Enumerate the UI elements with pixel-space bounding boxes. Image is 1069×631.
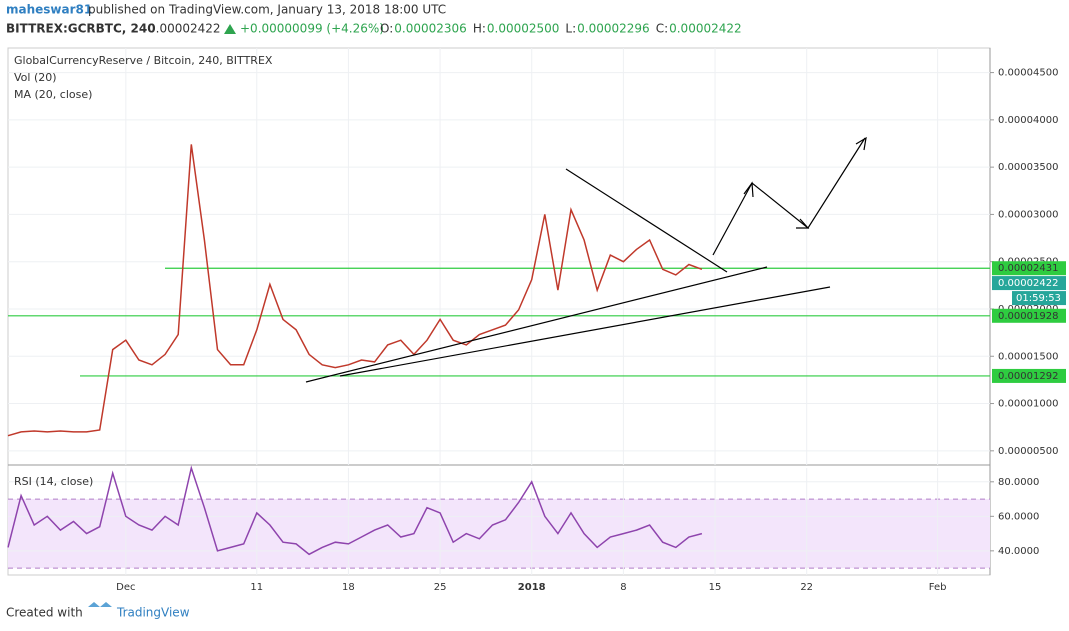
created-with: Created with [6,606,83,620]
price-line [7,144,703,437]
x-tick-label: 18 [342,582,355,593]
rsi-line [7,465,703,556]
ohlc-label: C: [656,22,668,36]
ohlc-value: 0.00002306 [394,22,467,36]
change: +0.00000099 (+4.26%) [240,22,384,36]
indicator: Vol (20) [14,71,57,84]
y-tick-label: 0.00003000 [998,209,1058,220]
level-label-box [992,308,1066,323]
y-tick-label: 0.00001000 [998,399,1058,410]
level-label-box [992,261,1066,276]
x-tick-label: 8 [620,582,626,593]
countdown-box [1012,291,1066,306]
rsi-title: RSI (14, close) [14,475,93,488]
x-tick-label: Feb [929,582,947,593]
y-tick-label: 60.0000 [998,511,1039,522]
tv-logo [88,602,112,607]
symbol: BITTREX:GCRBTC, 240 [6,22,156,36]
author[interactable]: maheswar81 [6,3,92,17]
y-tick-label: 0.00003500 [998,162,1058,173]
y-tick-label: 0.00000500 [998,446,1058,457]
ohlc-label: L: [565,22,576,36]
level-label: 0.00001292 [998,371,1058,382]
drawings [305,136,867,383]
y-tick-label: 0.00004000 [998,115,1058,126]
y-tick-label: 80.0000 [998,477,1039,488]
x-tick-label: Dec [116,582,135,593]
x-tick-label: 22 [800,582,813,593]
plot [7,144,990,556]
ohlc-value: 0.00002422 [669,22,742,36]
level-label: 0.00002431 [998,263,1058,274]
last-price-box [992,276,1066,291]
indicator: MA (20, close) [14,88,92,101]
y-tick-label: 0.00001500 [998,351,1058,362]
chart-title: GlobalCurrencyReserve / Bitcoin, 240, BI… [14,54,273,67]
x-tick-label: 11 [250,582,263,593]
x-tick-label: 2018 [518,582,546,593]
y-tick-label: 40.0000 [998,546,1039,557]
x-tick-label: 15 [709,582,722,593]
level-label-box [992,368,1066,383]
ohlc-label: O: [380,22,393,36]
published: published on TradingView.com, January 13… [88,3,446,17]
last-price: 0.00002422 [148,22,221,36]
last-price-label: 0.00002422 [998,278,1058,289]
ohlc-value: 0.00002296 [577,22,650,36]
grid [8,48,990,575]
rsi-band [8,499,990,569]
ohlc: O: 0.00002306 H: 0.00002500 L: 0.00002296 C: 0.… [380,22,742,36]
up-arrow [224,24,236,34]
x-tick-label: 25 [434,582,447,593]
level-label: 0.00001928 [998,311,1058,322]
y-tick-label: 0.00004500 [998,68,1058,79]
ohlc-value: 0.00002500 [487,22,560,36]
brand[interactable]: TradingView [116,606,190,620]
ohlc-label: H: [473,22,486,36]
countdown: 01:59:53 [1016,293,1061,304]
